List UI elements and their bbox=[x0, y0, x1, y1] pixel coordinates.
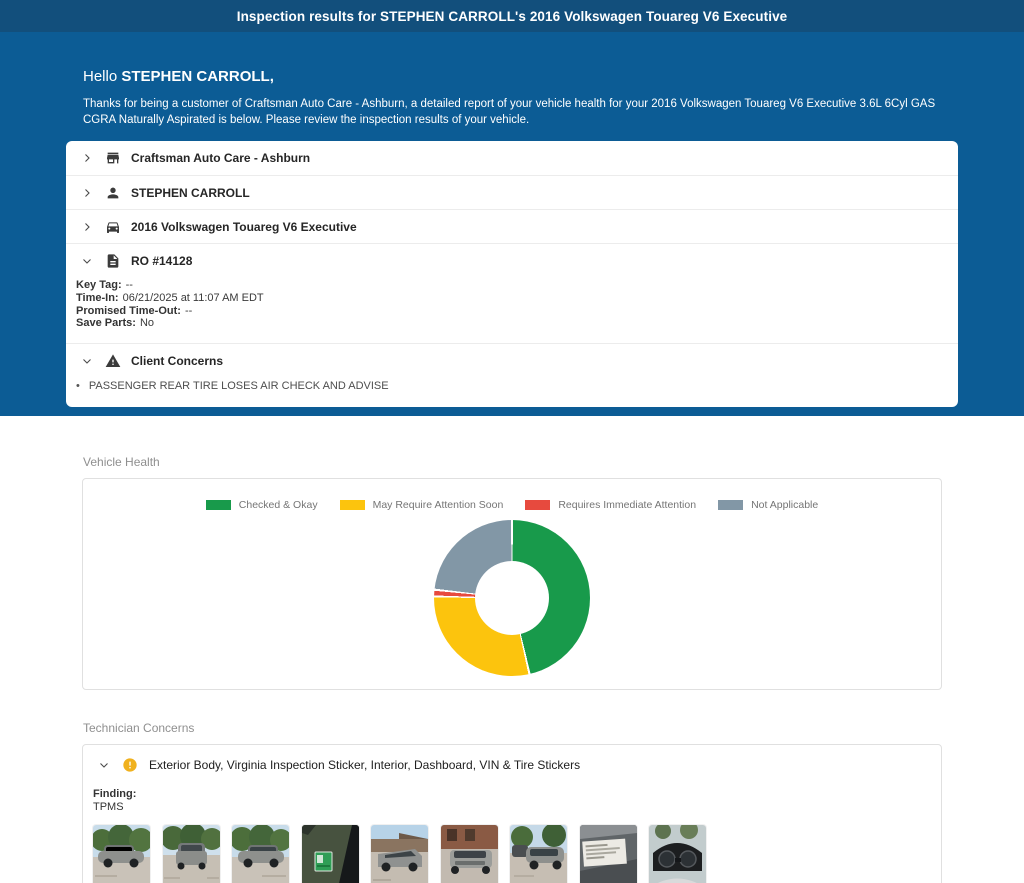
inspection-photo-thumbnail[interactable] bbox=[579, 824, 637, 883]
ro-detail-save-parts: Save Parts: No bbox=[76, 317, 154, 330]
vehicle-health-card: Checked & Okay May Require Attention Soon… bbox=[82, 478, 942, 691]
legend-item[interactable]: Requires Immediate Attention bbox=[525, 499, 696, 511]
ro-detail-key-tag: Key Tag: -- bbox=[76, 279, 133, 292]
document-icon bbox=[104, 252, 121, 269]
accordion-repair-order[interactable]: RO #14128 bbox=[66, 243, 958, 277]
person-icon bbox=[104, 184, 121, 201]
legend-label: Not Applicable bbox=[751, 499, 819, 512]
inspection-photo-thumbnail[interactable] bbox=[93, 824, 150, 883]
chevron-down-icon bbox=[80, 254, 94, 268]
legend-item[interactable]: Checked & Okay bbox=[205, 499, 318, 512]
customer-name: STEPHEN CARROLL, bbox=[121, 68, 274, 85]
inspection-photo-thumbnail[interactable] bbox=[371, 824, 428, 883]
warning-circle-icon bbox=[122, 757, 138, 773]
ro-number: RO #14128 bbox=[131, 253, 193, 268]
accordion-customer[interactable]: STEPHEN CARROLL bbox=[66, 175, 958, 209]
inspection-photo-thumbnail[interactable] bbox=[232, 824, 289, 883]
main-content: Vehicle Health Checked & Okay May Require… bbox=[0, 416, 1024, 883]
legend-label: May Require Attention Soon bbox=[372, 499, 504, 512]
car-icon bbox=[104, 218, 121, 235]
legend-swatch bbox=[525, 500, 551, 511]
legend-item[interactable]: Not Applicable bbox=[718, 499, 818, 511]
technician-concerns-card: Exterior Body, Virginia Inspection Stick… bbox=[82, 744, 942, 883]
greeting-prefix: Hello bbox=[83, 68, 122, 85]
inspection-photo-row bbox=[93, 824, 941, 883]
chevron-down-icon bbox=[80, 354, 94, 368]
chevron-down-icon bbox=[97, 758, 111, 772]
ro-details: Key Tag: -- Time-In: 06/21/2025 at 11:07 A… bbox=[66, 277, 958, 343]
ro-detail-promised-time-out: Promised Time-Out: -- bbox=[76, 304, 193, 317]
welcome-message: Thanks for being a customer of Craftsman… bbox=[83, 98, 936, 127]
page-header: Inspection results for STEPHEN CARROLL's… bbox=[0, 0, 1024, 32]
technician-concerns-section-title: Technician Concerns bbox=[83, 721, 195, 736]
accordion-vehicle[interactable]: 2016 Volkswagen Touareg V6 Executive bbox=[66, 209, 958, 243]
client-concern-list: • PASSENGER REAR TIRE LOSES AIR CHECK AN… bbox=[66, 377, 958, 407]
shop-name: Craftsman Auto Care - Ashburn bbox=[131, 151, 311, 166]
accordion-client-concerns[interactable]: Client Concerns bbox=[66, 343, 958, 377]
inspection-photo-thumbnail[interactable] bbox=[301, 824, 359, 883]
summary-card: Craftsman Auto Care - Ashburn STEPHEN CA… bbox=[66, 141, 958, 408]
legend-swatch bbox=[718, 500, 744, 511]
finding-block: Finding: TPMS bbox=[93, 788, 941, 813]
client-concerns-title: Client Concerns bbox=[131, 353, 224, 368]
inspection-photo-thumbnail[interactable] bbox=[440, 824, 498, 883]
finding-value: TPMS bbox=[93, 801, 124, 814]
ro-detail-time-in: Time-In: 06/21/2025 at 11:07 AM EDT bbox=[76, 291, 264, 304]
customer-name-row: STEPHEN CARROLL bbox=[131, 185, 250, 200]
legend-label: Checked & Okay bbox=[238, 499, 318, 512]
legend-swatch bbox=[339, 500, 365, 511]
chevron-right-icon bbox=[80, 220, 94, 234]
chevron-right-icon bbox=[80, 186, 94, 200]
inspection-photo-thumbnail[interactable] bbox=[649, 824, 706, 883]
warning-triangle-icon bbox=[104, 352, 121, 369]
client-concern-item: • PASSENGER REAR TIRE LOSES AIR CHECK AN… bbox=[76, 380, 944, 393]
technician-concern-accordion[interactable]: Exterior Body, Virginia Inspection Stick… bbox=[83, 745, 941, 773]
client-concern-text: PASSENGER REAR TIRE LOSES AIR CHECK AND … bbox=[88, 380, 389, 393]
donut-hole bbox=[475, 561, 549, 636]
accordion-shop[interactable]: Craftsman Auto Care - Ashburn bbox=[66, 141, 958, 175]
bullet-dot: • bbox=[76, 380, 80, 393]
donut-chart-wrap bbox=[83, 520, 941, 677]
finding-label: Finding: bbox=[93, 788, 137, 801]
legend-label: Requires Immediate Attention bbox=[558, 499, 697, 512]
inspection-photo-thumbnail[interactable] bbox=[510, 824, 567, 883]
greeting: Hello STEPHEN CARROLL, bbox=[66, 32, 958, 85]
vehicle-health-section-title: Vehicle Health bbox=[83, 455, 160, 470]
hero-section: Hello STEPHEN CARROLL, Thanks for being … bbox=[0, 32, 1024, 417]
inspection-photo-thumbnail[interactable] bbox=[162, 824, 220, 883]
chevron-right-icon bbox=[80, 151, 94, 165]
store-icon bbox=[104, 150, 121, 167]
legend-swatch bbox=[205, 500, 231, 511]
vehicle-health-donut-chart bbox=[434, 520, 590, 677]
page-title: Inspection results for STEPHEN CARROLL's… bbox=[236, 8, 788, 24]
chart-legend: Checked & Okay May Require Attention Soon… bbox=[83, 479, 941, 511]
technician-concern-title: Exterior Body, Virginia Inspection Stick… bbox=[149, 758, 581, 773]
vehicle-name: 2016 Volkswagen Touareg V6 Executive bbox=[131, 219, 357, 234]
legend-item[interactable]: May Require Attention Soon bbox=[339, 499, 504, 512]
